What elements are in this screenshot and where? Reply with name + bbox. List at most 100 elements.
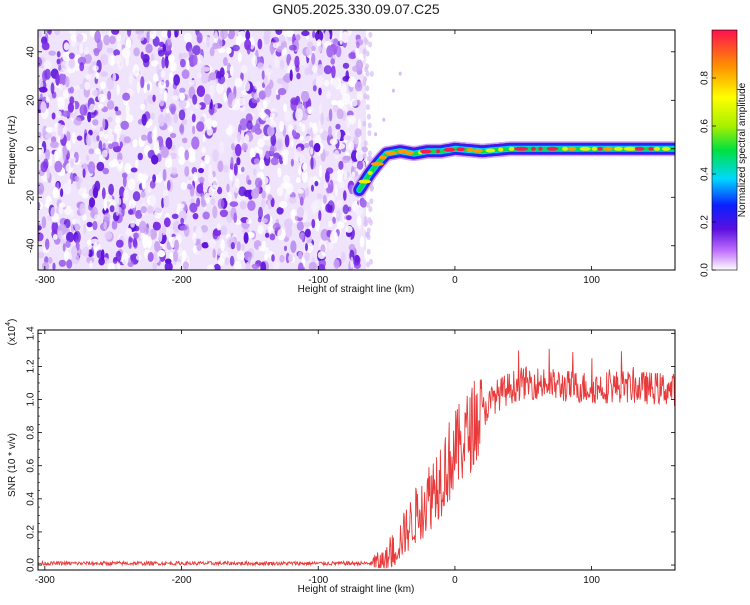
noise-speck [336,100,345,108]
noise-speck [135,159,139,169]
noise-speck [74,62,80,72]
noise-speck [288,196,297,204]
noise-speck [355,47,360,59]
noise-speck [102,149,108,158]
noise-speck [341,251,346,263]
noise-speck [220,225,228,236]
noise-edge [362,48,367,55]
noise-speck [76,180,81,190]
noise-speck [173,74,181,86]
noise-speck [96,135,100,142]
noise-speck [245,30,251,41]
noise-speck [341,31,349,43]
noise-speck [244,39,252,51]
noise-speck [343,155,352,161]
snr-y-label: SNR (10 * v/v) [7,433,18,497]
noise-speck [79,104,88,116]
noise-speck [50,141,59,149]
noise-speck [342,62,350,69]
noise-speck [263,34,270,45]
noise-speck [294,151,303,162]
noise-speck [212,205,218,219]
noise-speck [164,114,173,126]
noise-speck [197,72,202,78]
noise-edge [364,231,369,238]
noise-speck [270,133,277,147]
noise-speck [38,225,42,231]
noise-speck [305,135,312,141]
ridge-peak [404,150,415,155]
noise-edge [363,140,368,147]
noise-speck [156,64,160,76]
noise-speck [206,264,215,270]
noise-speck [68,30,77,35]
x-tick-label: -200 [172,275,192,286]
noise-speck [314,218,320,232]
noise-speck [66,140,72,150]
noise-speck [189,202,198,213]
noise-speck [97,93,107,103]
y-tick-label: -40 [26,238,37,253]
noise-speck [295,34,301,41]
noise-speck [239,200,247,210]
noise-speck [253,158,260,165]
noise-speck [102,167,109,175]
noise-speck [285,30,294,38]
noise-speck [300,90,310,102]
noise-speck [260,261,267,270]
noise-speck [342,92,351,106]
noise-speck [168,72,174,84]
noise-speck [117,262,121,270]
noise-speck [154,240,161,253]
noise-speck [58,259,67,267]
noise-speck [160,146,169,158]
noise-speck [161,56,166,69]
ridge-peak [613,146,623,151]
ridge-peak [661,146,671,151]
noise-speck [176,203,185,209]
noise-speck [45,238,50,250]
noise-speck [82,193,89,199]
noise-speck [296,221,304,231]
noise-speck [289,59,294,72]
colorbar-tick-label: 0.6 [700,119,711,133]
noise-speck [147,252,154,262]
noise-speck [151,112,155,120]
noise-speck [38,30,42,38]
noise-speck [141,113,147,126]
noise-speck [328,220,333,228]
noise-speck [73,117,82,126]
noise-speck [158,171,163,180]
noise-speck [323,79,330,87]
noise-speck [329,30,333,40]
ridge-peak [634,146,645,151]
noise-speck [103,212,111,222]
noise-speck [236,35,243,42]
noise-speck [107,262,115,270]
noise-speck [316,39,322,47]
noise-speck [57,230,63,240]
noise-speck [355,149,364,162]
noise-speck [241,142,248,152]
noise-speck [254,177,263,188]
ridge-peak [579,146,591,151]
x-tick-label: 100 [583,275,600,286]
colorbar-tick-label: 0.0 [700,263,711,277]
ridge-peak [420,149,432,154]
noise-speck [106,47,114,54]
ridge-peak [443,147,456,152]
noise-speck [89,260,93,269]
noise-speck [147,118,153,127]
noise-speck [45,96,50,103]
noise-speck [290,139,294,148]
noise-speck [223,92,228,102]
noise-speck [92,220,98,231]
noise-speck [217,160,224,173]
noise-speck [261,240,266,252]
noise-speck [87,161,96,174]
signal-ridge [351,71,675,198]
noise-speck [334,128,341,141]
noise-speck [100,71,108,77]
noise-speck [149,30,157,40]
snr-plot-area [38,330,675,570]
